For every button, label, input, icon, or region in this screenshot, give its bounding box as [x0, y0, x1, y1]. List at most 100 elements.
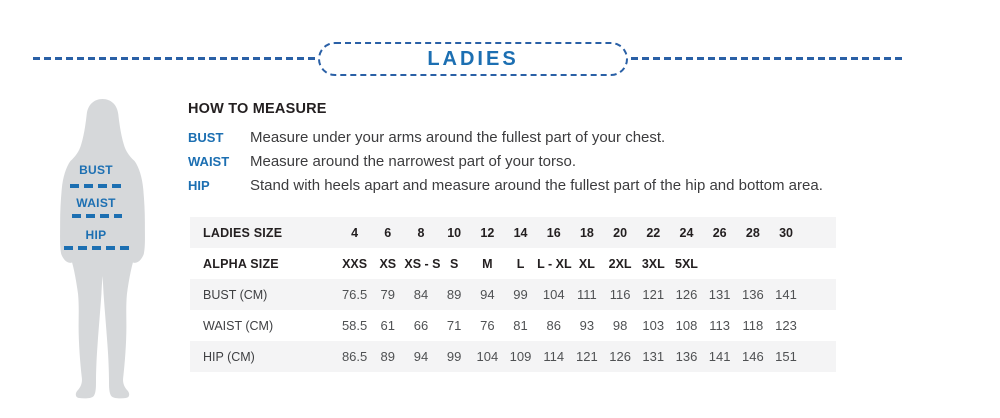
measure-term-waist: WAIST [188, 154, 230, 169]
table-cell: 136 [741, 287, 764, 302]
table-cell: 123 [775, 318, 797, 333]
table-cell: 76.5 [341, 287, 368, 302]
table-cell: 116 [609, 287, 631, 302]
table-cell: 141 [708, 349, 731, 364]
table-row: HIP (CM) 86.5 89 94 99 104 109 114 121 126 131 136 1… [190, 341, 836, 372]
table-cell: XS [379, 256, 397, 271]
table-cell: 94 [480, 287, 495, 302]
table-cell: L [516, 256, 525, 271]
table-cell: 126 [675, 287, 698, 302]
table-cell: 108 [675, 318, 698, 333]
table-cell: 109 [509, 349, 532, 364]
table-cell: 3XL [641, 256, 665, 271]
table-cell: 18 [579, 225, 594, 240]
table-cell: L - XL [537, 256, 572, 271]
table-cell: 28 [745, 225, 760, 240]
measure-item-waist: WAIST Measure around the narrowest part … [188, 150, 888, 174]
table-cell: 22 [646, 225, 661, 240]
table-cell: 26 [712, 225, 727, 240]
measure-term-bust: BUST [188, 130, 224, 145]
table-cell: 113 [709, 318, 731, 333]
figure-hip-dash-line [64, 246, 131, 250]
table-cell: 118 [742, 318, 764, 333]
measure-description-waist: Measure around the narrowest part of you… [250, 153, 577, 170]
table-cell: 86.5 [341, 349, 368, 364]
table-cell: S [449, 256, 459, 271]
table-cell: 146 [741, 349, 764, 364]
table-cell: 104 [542, 287, 565, 302]
table-cell: 131 [642, 349, 665, 364]
table-cell: 98 [612, 318, 628, 333]
table-cell: 2XL [608, 256, 632, 271]
table-cell: 61 [380, 318, 396, 333]
table-cell: 121 [576, 349, 598, 364]
table-cell: 89 [446, 287, 462, 302]
ladies-section-pill: LADIES [318, 42, 628, 76]
table-cell: 58.5 [341, 318, 368, 333]
table-cell: 99 [513, 287, 528, 302]
table-cell: 30 [779, 225, 793, 240]
header-dash-line-left [33, 57, 318, 60]
table-row: ALPHA SIZE XXS XS XS - S S M L L - XL XL 2XL 3XL 5X… [190, 248, 836, 279]
table-cell: 114 [543, 349, 565, 364]
table-cell: 24 [679, 225, 694, 240]
how-to-measure-section: HOW TO MEASURE BUST Measure under your a… [188, 101, 888, 198]
table-row: LADIES SIZE 4 6 8 10 12 14 16 18 20 22 24 26 28 30 [190, 217, 836, 248]
row-label: HIP (CM) [203, 349, 255, 364]
table-cell: 151 [775, 349, 797, 364]
measure-description-bust: Measure under your arms around the fulle… [250, 129, 666, 146]
section-title: LADIES [427, 47, 519, 70]
table-cell: 99 [446, 349, 462, 364]
table-cell: 20 [613, 225, 628, 240]
table-cell: 84 [413, 287, 429, 302]
table-cell: 94 [413, 349, 429, 364]
table-cell: XS - S [404, 256, 441, 271]
row-label: WAIST (CM) [203, 318, 274, 333]
female-silhouette [60, 99, 145, 399]
table-cell: 14 [513, 225, 528, 240]
table-cell: 103 [642, 318, 665, 333]
table-cell: 136 [675, 349, 698, 364]
figure-label-hip: HIP [85, 228, 107, 242]
table-cell: 121 [642, 287, 665, 302]
table-row: WAIST (CM) 58.5 61 66 71 76 81 86 93 98 103 108 113 1… [190, 310, 836, 341]
table-cell: 71 [446, 318, 462, 333]
table-cell: 4 [351, 225, 359, 240]
table-cell: 12 [480, 225, 495, 240]
table-cell: 104 [476, 349, 499, 364]
measure-description-hip: Stand with heels apart and measure aroun… [250, 177, 823, 194]
how-to-measure-title: HOW TO MEASURE [188, 101, 327, 117]
measure-item-hip: HIP Stand with heels apart and measure a… [188, 174, 888, 198]
figure-label-waist: WAIST [76, 196, 116, 210]
measure-item-bust: BUST Measure under your arms around the … [188, 126, 888, 150]
figure-label-bust: BUST [79, 163, 113, 177]
table-cell: 79 [380, 287, 396, 302]
row-label: BUST (CM) [203, 287, 268, 302]
table-cell: 131 [708, 287, 731, 302]
table-cell: 86 [546, 318, 561, 333]
table-cell: 126 [609, 349, 631, 364]
table-cell: 16 [546, 225, 561, 240]
table-cell: 66 [413, 318, 429, 333]
size-table: LADIES SIZE 4 6 8 10 12 14 16 18 20 22 24 26 28 30 ALPH… [190, 217, 836, 372]
table-cell: 93 [579, 318, 595, 333]
row-label: ALPHA SIZE [203, 256, 279, 271]
table-cell: XXS [342, 256, 368, 271]
table-cell: XL [578, 256, 595, 271]
table-cell: 81 [513, 318, 528, 333]
table-cell: 76 [480, 318, 495, 333]
row-label: LADIES SIZE [203, 225, 283, 240]
table-cell: 141 [775, 287, 797, 302]
table-cell: 89 [380, 349, 396, 364]
table-row: BUST (CM) 76.5 79 84 89 94 99 104 111 116 121 126 13… [190, 279, 836, 310]
table-cell: 111 [577, 287, 597, 302]
figure-bust-dash-line [70, 184, 124, 188]
figure-waist-dash-line [72, 214, 122, 218]
table-cell: 8 [417, 225, 425, 240]
measure-term-hip: HIP [188, 178, 210, 193]
table-cell: 10 [447, 225, 462, 240]
table-cell: 6 [384, 225, 392, 240]
table-cell: 5XL [675, 256, 698, 271]
header-dash-line-right [631, 57, 905, 60]
